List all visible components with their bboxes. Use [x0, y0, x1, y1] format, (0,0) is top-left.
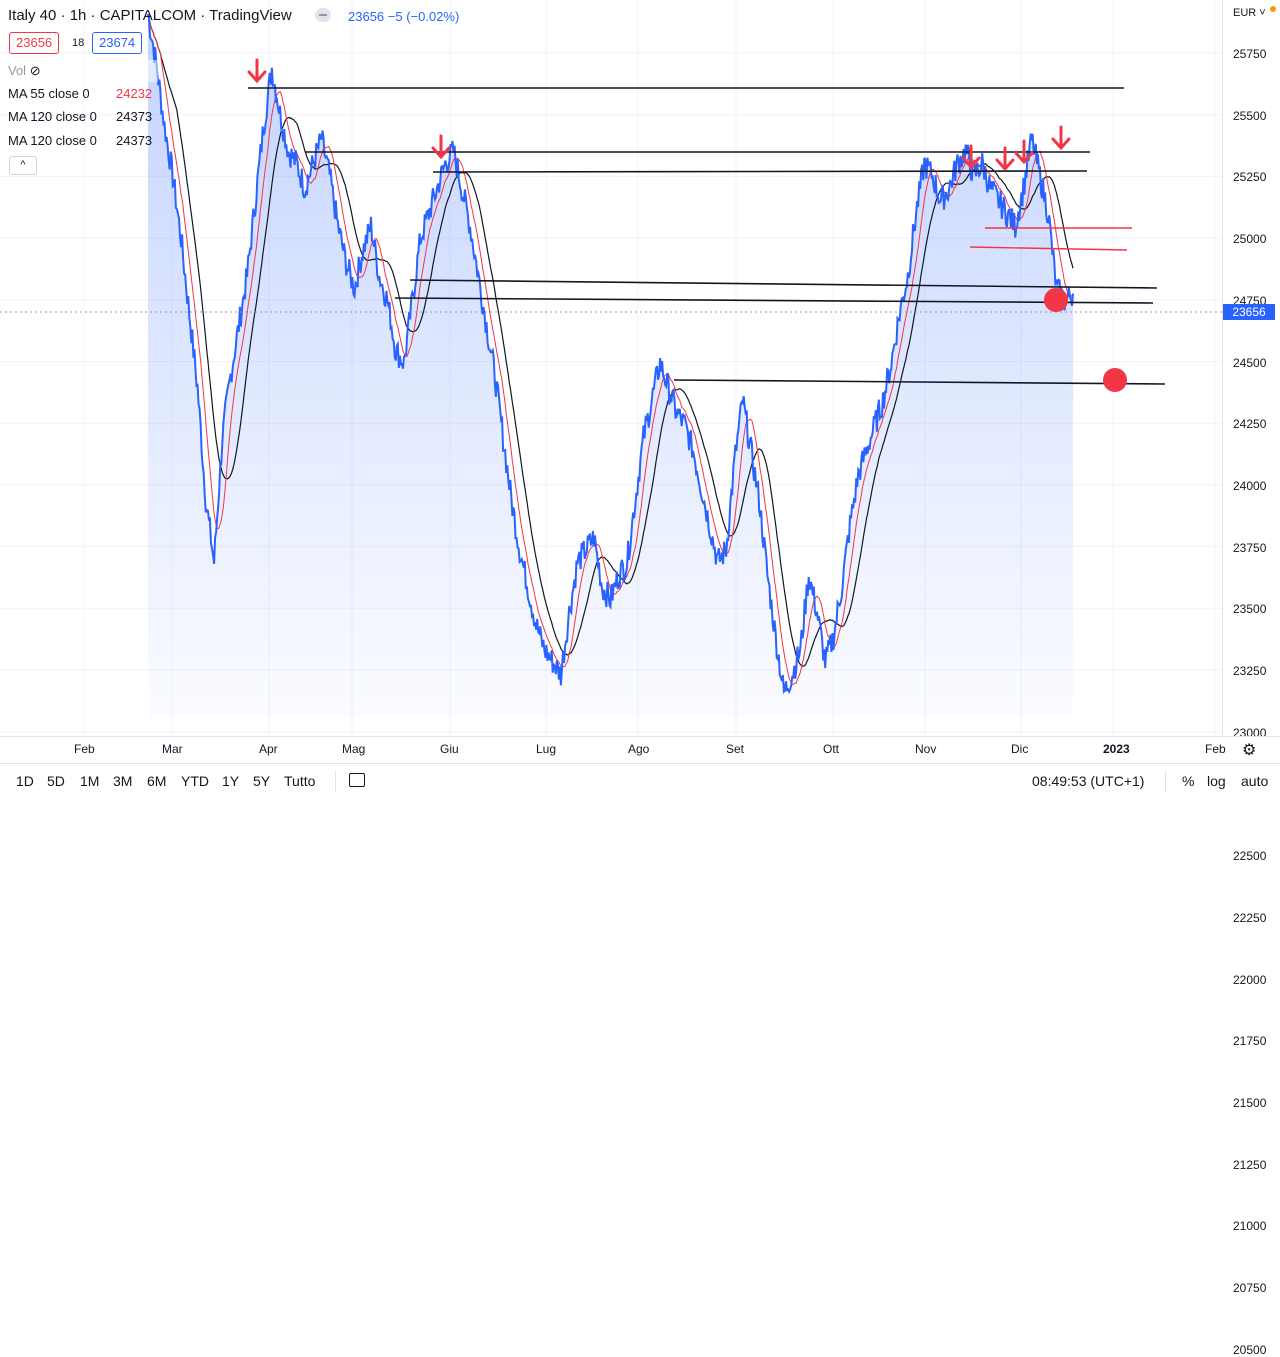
price-chart[interactable] — [0, 0, 1222, 736]
x-tick-label: Mag — [342, 742, 366, 756]
divider — [335, 770, 336, 792]
range-button-5y[interactable]: 5Y — [253, 773, 271, 789]
y-tick-label: 25250 — [1233, 170, 1267, 185]
x-tick-label: Feb — [74, 742, 95, 756]
x-tick-label: Mar — [162, 742, 183, 756]
level-line — [673, 379, 1166, 385]
x-tick-label: Ott — [823, 742, 840, 756]
down-arrow-icon — [961, 144, 981, 170]
red-level-line — [969, 246, 1128, 251]
log-button[interactable]: log — [1207, 773, 1226, 789]
range-button-5d[interactable]: 5D — [47, 773, 65, 789]
x-tick-label: Feb — [1205, 742, 1226, 756]
marker-dot[interactable] — [1044, 288, 1068, 312]
price-area — [148, 14, 1073, 719]
x-tick-label: Dic — [1011, 742, 1029, 756]
y-tick-label: 21250 — [1233, 1157, 1267, 1172]
y-tick-label: 25750 — [1233, 47, 1267, 61]
y-tick-label: 20500 — [1233, 1342, 1267, 1357]
y-tick-label: 21000 — [1233, 1219, 1267, 1234]
level-line — [432, 170, 1088, 173]
y-tick-label: 23750 — [1233, 540, 1267, 555]
down-arrow-icon — [1051, 125, 1071, 151]
x-tick-label: Nov — [915, 742, 937, 756]
ask-price-button[interactable]: 23674 — [92, 32, 143, 54]
drawn-red-levels[interactable] — [969, 227, 1132, 251]
y-tick-label: 23500 — [1233, 602, 1267, 617]
percent-button[interactable]: % — [1182, 773, 1195, 789]
currency-selector[interactable]: EUR ˅ — [1233, 7, 1266, 19]
indicator-ma55[interactable]: MA 55 close 0 24232 — [8, 83, 152, 105]
y-tick-label: 24500 — [1233, 355, 1267, 370]
y-tick-label: 22250 — [1233, 910, 1267, 925]
range-button-tutto[interactable]: Tutto — [284, 773, 316, 789]
x-tick-label: Lug — [536, 742, 557, 756]
indicator-label: MA 120 close 0 — [8, 133, 97, 148]
y-tick-label: 24000 — [1233, 478, 1267, 493]
y-tick-label: 23250 — [1233, 664, 1267, 678]
indicator-label: MA 55 close 0 — [8, 86, 90, 101]
bottom-toolbar — [0, 763, 1280, 801]
indicator-value: 24373 — [116, 109, 153, 124]
y-tick-label: 21500 — [1233, 1095, 1267, 1110]
down-arrow-icon — [995, 146, 1015, 172]
price-axis[interactable] — [1222, 0, 1280, 736]
current-price-tag: 23656 — [1223, 304, 1275, 320]
marker-dot[interactable] — [1103, 368, 1127, 392]
x-tick-label: Set — [726, 742, 745, 756]
bid-price-button[interactable]: 23656 — [9, 32, 60, 54]
time-axis[interactable] — [0, 736, 1280, 763]
range-button-ytd[interactable]: YTD — [181, 773, 209, 789]
arrow-markers[interactable] — [247, 58, 1071, 172]
price-line — [147, 14, 1074, 695]
range-button-1m[interactable]: 1M — [80, 773, 100, 789]
compare-range-icon[interactable] — [349, 773, 365, 787]
y-tick-label: 22000 — [1233, 972, 1267, 987]
range-button-3m[interactable]: 3M — [113, 773, 133, 789]
down-arrow-icon — [247, 58, 267, 84]
volume-indicator[interactable]: Vol ⊘ — [8, 60, 158, 82]
indicator-value: 24373 — [116, 133, 153, 148]
range-button-1y[interactable]: 1Y — [222, 773, 240, 789]
collapse-legend-button[interactable]: ^ — [9, 156, 37, 175]
vol-label: Vol — [8, 63, 27, 78]
indicator-value: 24232 — [116, 86, 153, 101]
eye-off-icon[interactable]: ⊘ — [29, 63, 41, 78]
chart-title: Italy 40 · 1h · CAPITALCOM · TradingView — [8, 7, 292, 24]
y-tick-label: 24250 — [1233, 417, 1267, 432]
gear-icon[interactable]: ⚙ — [1242, 742, 1257, 759]
indicator-ma120[interactable]: MA 120 close 0 24373 — [8, 106, 152, 128]
clock[interactable]: 08:49:53 (UTC+1) — [1032, 773, 1145, 789]
y-tick-label: 25000 — [1233, 232, 1267, 247]
x-tick-label: Giu — [440, 742, 459, 756]
level-line — [409, 279, 1158, 289]
range-button-1d[interactable]: 1D — [16, 773, 34, 789]
x-tick-label: 2023 — [1103, 742, 1130, 756]
indicator-ma120-2[interactable]: MA 120 close 0 24373 — [8, 130, 152, 152]
indicator-label: MA 120 close 0 — [8, 109, 97, 124]
ma120-line — [147, 14, 1074, 667]
spread-value: 18 — [72, 37, 85, 49]
divider — [1165, 770, 1166, 792]
level-line — [394, 297, 1154, 304]
y-tick-label: 20750 — [1233, 1281, 1267, 1295]
y-tick-label: 21750 — [1233, 1034, 1267, 1049]
auto-button[interactable]: auto — [1241, 773, 1269, 789]
range-button-6m[interactable]: 6M — [147, 773, 167, 789]
down-arrow-icon — [1014, 139, 1034, 165]
eye-icon[interactable] — [315, 8, 331, 22]
x-tick-label: Ago — [628, 742, 650, 756]
price-change: 23656 −5 (−0.02%) — [348, 9, 460, 24]
status-dot — [1270, 6, 1276, 12]
y-tick-label: 22500 — [1233, 849, 1267, 864]
down-arrow-icon — [431, 134, 451, 160]
x-tick-label: Apr — [259, 742, 278, 756]
y-tick-label: 25500 — [1233, 108, 1267, 123]
